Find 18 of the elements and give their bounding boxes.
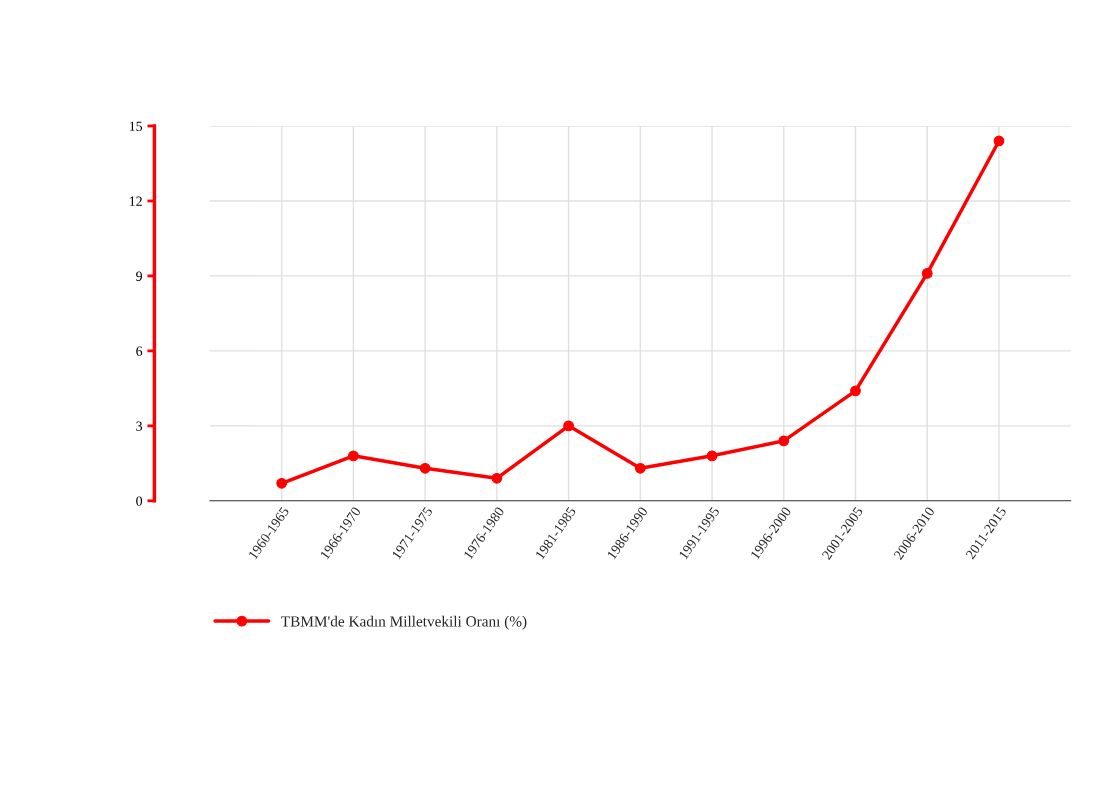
point: [563, 420, 574, 432]
point: [706, 450, 718, 462]
legend-label: TBMM'de Kadın Milletvekili Oranı (%): [281, 615, 527, 630]
y-tick-label: 6: [136, 346, 143, 356]
point: [778, 435, 790, 447]
y-tick-label: 12: [129, 196, 142, 206]
y-tick-label: 0: [136, 496, 143, 506]
point: [850, 385, 861, 397]
point: [491, 472, 503, 484]
point: [993, 135, 1005, 147]
point: [419, 462, 431, 474]
y-tick-label: 3: [136, 421, 143, 431]
point: [921, 268, 933, 279]
point: [634, 462, 646, 474]
y-tick-label: 15: [129, 121, 143, 131]
point: [276, 477, 288, 489]
y-tick-label: 9: [136, 271, 143, 281]
point: [348, 450, 359, 462]
